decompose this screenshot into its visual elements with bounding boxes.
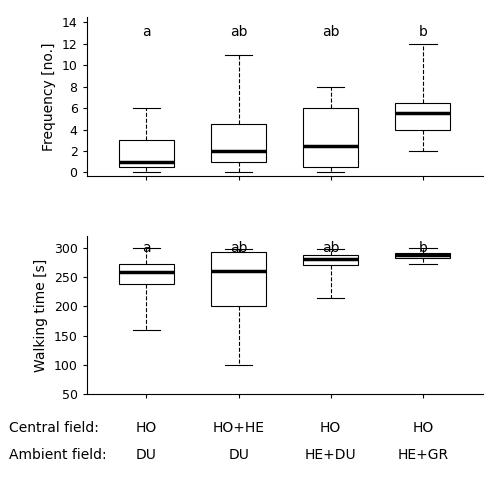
Text: a: a xyxy=(142,24,151,38)
Text: HO: HO xyxy=(412,421,434,434)
PathPatch shape xyxy=(303,255,358,264)
Text: ab: ab xyxy=(230,241,248,255)
Text: b: b xyxy=(418,24,427,38)
PathPatch shape xyxy=(211,252,266,306)
Text: Central field:: Central field: xyxy=(9,421,99,434)
Text: b: b xyxy=(418,241,427,255)
Text: DU: DU xyxy=(228,449,249,462)
Text: HE+DU: HE+DU xyxy=(305,449,356,462)
PathPatch shape xyxy=(119,140,174,167)
PathPatch shape xyxy=(395,253,450,258)
PathPatch shape xyxy=(211,124,266,162)
PathPatch shape xyxy=(119,264,174,284)
Y-axis label: Walking time [s]: Walking time [s] xyxy=(34,259,48,372)
Text: HO: HO xyxy=(136,421,157,434)
PathPatch shape xyxy=(303,108,358,167)
Y-axis label: Frequency [no.]: Frequency [no.] xyxy=(42,42,56,150)
Text: HE+GR: HE+GR xyxy=(397,449,448,462)
Text: a: a xyxy=(142,241,151,255)
Text: HO: HO xyxy=(320,421,341,434)
PathPatch shape xyxy=(395,103,450,130)
Text: DU: DU xyxy=(136,449,157,462)
Text: HO+HE: HO+HE xyxy=(212,421,265,434)
Text: ab: ab xyxy=(322,241,340,255)
Text: Ambient field:: Ambient field: xyxy=(9,449,106,462)
Text: ab: ab xyxy=(322,24,340,38)
Text: ab: ab xyxy=(230,24,248,38)
